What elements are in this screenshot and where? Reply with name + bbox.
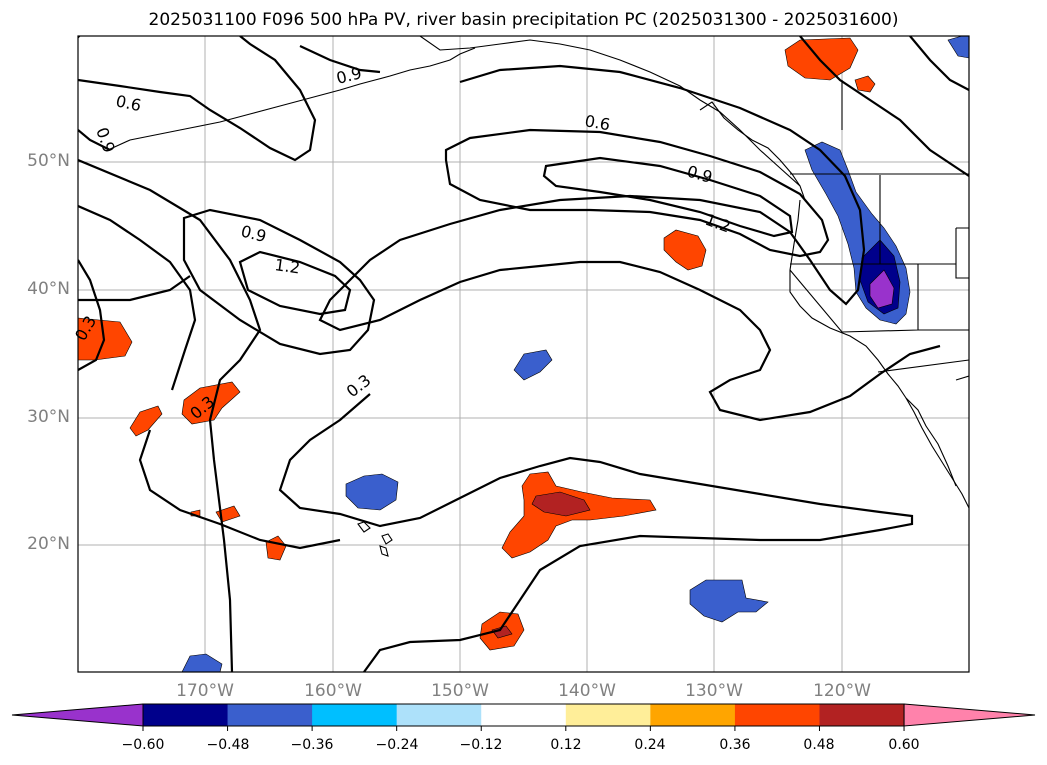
contour-label: 0.6 — [114, 91, 143, 115]
pv-contour-12-central-low — [238, 250, 352, 316]
pv-contour-09-central-low — [182, 208, 376, 356]
lon-tick-170w: 170°W — [176, 681, 234, 701]
coast-gulf-mexico-west — [955, 375, 969, 381]
colorbar-tick-label: 0.24 — [634, 737, 666, 753]
colorbar-tick-label: −0.12 — [459, 737, 503, 753]
colorbar-tick-label: 0.60 — [888, 737, 920, 753]
lat-tick-50n: 50°N — [27, 151, 70, 171]
coastlines — [78, 36, 969, 557]
precip-negative-areas — [181, 36, 969, 672]
coast-us-west — [789, 199, 969, 509]
lat-tick-40n: 40°N — [27, 279, 70, 299]
precip-core-hawaii-east — [531, 491, 591, 517]
contour-label: 0.9 — [92, 125, 119, 155]
colorbar-tick-label: 0.48 — [803, 737, 835, 753]
pv-contour-06-nw — [78, 36, 317, 162]
pv-contour-12-northeast — [542, 156, 794, 238]
lat-tick-30n: 30°N — [27, 407, 70, 427]
contour-label: 0.9 — [239, 221, 268, 246]
contour-label: 1.2 — [703, 210, 733, 237]
pv-contour-ne-top — [799, 36, 969, 177]
precip-blob-24n — [345, 473, 399, 511]
map-frame — [77, 35, 970, 673]
coast-hawaii — [357, 521, 393, 557]
precip-blob-hawaii-east — [501, 471, 657, 559]
contour-label: 0.6 — [583, 111, 611, 134]
precip-positive-areas — [78, 37, 876, 651]
lon-tick-160w: 160°W — [304, 681, 362, 701]
colorbar-tick-label: −0.48 — [206, 737, 250, 753]
precip-core-purple — [869, 269, 895, 309]
lat-tick-20n: 20°N — [27, 534, 70, 554]
pv-contours — [78, 36, 969, 672]
coast-alaska-aleutians — [78, 36, 476, 151]
contour-label: 0.9 — [685, 162, 715, 187]
precip-blob-35n — [513, 349, 553, 381]
colorbar-tick-label: −0.36 — [290, 737, 334, 753]
colorbar-tick-label: −0.60 — [121, 737, 165, 753]
lon-tick-130w: 130°W — [685, 681, 743, 701]
contour-labels: 0.6 0.9 0.6 0.9 1.2 0.9 1.2 0.3 0.3 0.3 … — [71, 63, 733, 423]
coast-baja — [905, 397, 957, 487]
coast-bc-islands — [699, 101, 801, 187]
contour-label: 0.3 — [343, 371, 375, 402]
lon-tick-150w: 150°W — [431, 681, 489, 701]
precip-blob-42n — [663, 229, 707, 271]
pv-contour-wide-middle — [318, 64, 941, 422]
coast-alaska-gulf — [419, 36, 806, 201]
pv-contour-09-nw — [78, 45, 381, 391]
colorbar-tick-label: 0.12 — [550, 737, 582, 753]
lon-tick-120w: 120°W — [813, 681, 871, 701]
pv-contour-03-outer — [78, 275, 341, 550]
lon-tick-140w: 140°W — [558, 681, 616, 701]
pv-contour-09-northeast — [444, 128, 830, 258]
precip-blob-northwest-coast — [784, 37, 859, 81]
precip-blob-170w — [181, 381, 241, 425]
pv-contour-03-southwest — [278, 393, 914, 672]
colorbar-tick-label: −0.24 — [375, 737, 419, 753]
border-us-mexico — [877, 359, 969, 373]
map-title: 2025031100 F096 500 hPa PV, river basin … — [148, 10, 899, 30]
precip-blob-south-edge — [181, 653, 223, 672]
precip-blob-northeast-corner — [947, 36, 969, 59]
precip-blob-166w — [129, 405, 163, 437]
colorbar-tick-label: 0.36 — [719, 737, 751, 753]
border-states — [789, 80, 969, 333]
precip-blob-small-2 — [265, 535, 287, 561]
precip-blob-bc-small — [854, 75, 876, 93]
pv-contour-03-west — [78, 259, 106, 371]
precip-blob-16n — [689, 579, 769, 623]
contour-label: 1.2 — [273, 255, 301, 277]
precip-blob-west-edge — [78, 317, 133, 361]
pv-contour-06-nw-lower — [78, 129, 262, 672]
